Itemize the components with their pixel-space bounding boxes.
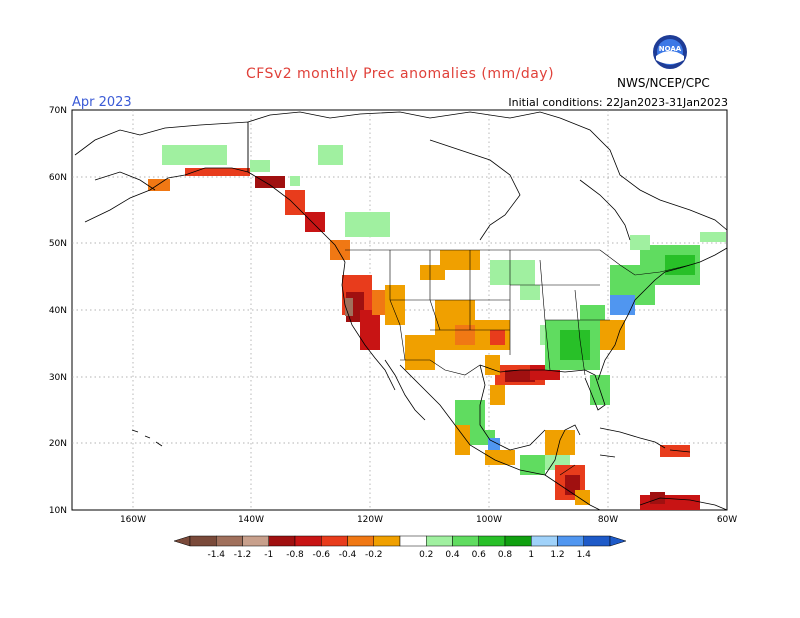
anomaly-cell [640, 495, 700, 510]
anomaly-cell [660, 445, 690, 457]
lon-label: 160W [120, 515, 146, 525]
colorbar-tick-label: -0.8 [286, 550, 304, 560]
colorbar-swatch [478, 535, 506, 547]
forecast-month: Apr 2023 [72, 95, 132, 110]
coastlines [74, 111, 728, 511]
colorbar-arrow-left [173, 535, 191, 547]
anomaly-cell [455, 325, 475, 345]
colorbar-swatch [531, 535, 558, 547]
anomaly-cell [250, 160, 270, 172]
colorbar-tick-label: 1 [528, 550, 534, 560]
colorbar-tick-label: -1.4 [207, 550, 225, 560]
anomaly-cell [700, 232, 726, 242]
anomaly-cell [488, 438, 500, 450]
anomaly-cell [545, 430, 575, 455]
lat-label: 50N [49, 239, 67, 249]
anomaly-cell [345, 298, 353, 316]
initial-conditions: Initial conditions: 22Jan2023-31Jan2023 [508, 96, 728, 109]
lat-label: 20N [49, 439, 67, 449]
anomaly-cell [600, 320, 625, 350]
logo-text: NOAA [659, 45, 682, 53]
anomaly-cell [575, 490, 590, 505]
colorbar-swatch [321, 535, 348, 547]
anomaly-cell [455, 425, 470, 455]
colorbar-swatch [216, 535, 243, 547]
colorbar-swatch [268, 535, 296, 547]
lat-label: 30N [49, 373, 67, 383]
anomaly-cell [420, 265, 445, 280]
colorbar-tick-label: -1.2 [234, 550, 252, 560]
colorbar-swatch [294, 535, 322, 547]
lat-label: 60N [49, 173, 67, 183]
colorbar-swatch [242, 535, 269, 547]
anomaly-cell [255, 176, 285, 188]
colorbar-swatch [583, 535, 611, 547]
anomaly-cell [520, 285, 540, 300]
anomaly-cell [490, 385, 505, 405]
colorbar-swatch [189, 535, 217, 547]
latitude-labels: 70N 60N 50N 40N 30N 20N 10N [49, 106, 67, 516]
political-borders [247, 122, 691, 476]
lat-label: 10N [49, 506, 67, 516]
anomaly-cell [162, 145, 227, 165]
anomaly-cell [305, 212, 325, 232]
colorbar-swatch [373, 535, 401, 547]
anomaly-cell [505, 370, 535, 382]
anomaly-cell [485, 450, 515, 465]
anomaly-cell [560, 330, 590, 360]
lat-label: 70N [49, 106, 67, 116]
anomaly-cell [490, 330, 505, 345]
colorbar-arrow-right [609, 535, 627, 547]
colorbar-labels: -1.4 -1.2 -1 -0.8 -0.6 -0.4 -0.2 0.2 0.4 0.6 0.8 1 1… [207, 550, 591, 560]
colorbar-swatch [504, 535, 532, 547]
colorbar-tick-label: 0.8 [498, 550, 513, 560]
colorbar-tick-label: 0.4 [445, 550, 460, 560]
colorbar-tick-label: -0.2 [365, 550, 383, 560]
colorbar-tick-label: -0.4 [339, 550, 357, 560]
colorbar-tick-label: 1.2 [550, 550, 564, 560]
anomaly-cell [285, 190, 305, 215]
colorbar-tick-label: 0.2 [419, 550, 433, 560]
anomaly-cell [185, 168, 250, 176]
anomaly-cell [440, 250, 480, 270]
anomaly-cell [610, 295, 635, 315]
anomaly-cell [345, 212, 390, 237]
anomaly-cell [318, 145, 343, 165]
lon-label: 60W [717, 515, 737, 525]
anomaly-regions [148, 145, 726, 510]
colorbar-tick-label: -0.6 [312, 550, 330, 560]
colorbar-swatch [399, 535, 427, 547]
anomaly-cell [490, 260, 535, 285]
colorbar-swatch [452, 535, 479, 547]
anomaly-cell [405, 335, 435, 370]
colorbar-tick-label: 1.4 [577, 550, 592, 560]
anomaly-cell [290, 176, 300, 186]
lon-label: 100W [476, 515, 502, 525]
colorbar-swatch [557, 535, 584, 547]
colorbar-swatch [347, 535, 374, 547]
colorbar-tick-label: -1 [264, 550, 273, 560]
lon-label: 80W [598, 515, 618, 525]
lat-label: 40N [49, 306, 67, 316]
lon-label: 140W [238, 515, 264, 525]
anomaly-cell [650, 492, 665, 504]
anomaly-cell [520, 455, 545, 475]
organization-label: NWS/NCEP/CPC [617, 76, 710, 90]
anomaly-cell [630, 235, 650, 250]
map-title: CFSv2 monthly Prec anomalies (mm/day) [245, 66, 555, 82]
colorbar [173, 535, 627, 547]
lon-label: 120W [357, 515, 383, 525]
colorbar-swatch [426, 535, 453, 547]
colorbar-tick-label: 0.6 [472, 550, 487, 560]
longitude-labels: 160W 140W 120W 100W 80W 60W [120, 515, 737, 525]
noaa-logo-icon: NOAA [653, 35, 687, 69]
anomaly-cell [385, 285, 405, 325]
anomaly-cell [360, 310, 380, 350]
anomaly-cell [485, 355, 500, 375]
